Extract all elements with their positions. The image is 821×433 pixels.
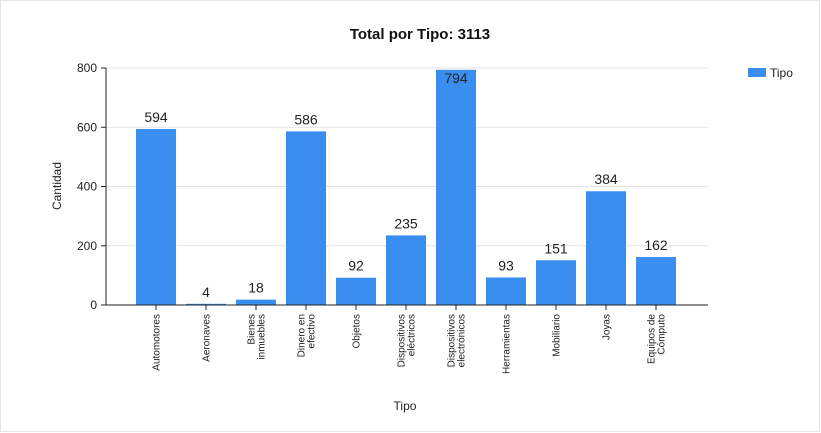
bar xyxy=(386,235,426,305)
category-label-line: Dinero en xyxy=(297,314,308,357)
x-tick-labels: Automotores Aeronaves Bienes inmuebles Diner… xyxy=(152,305,668,374)
category-label-line: Bienes xyxy=(247,314,258,345)
category-label-line: electrónicos xyxy=(457,314,468,367)
bar-value-label: 586 xyxy=(294,111,318,127)
category-label: Equipos de Cómputo xyxy=(647,314,668,364)
y-tick-label: 200 xyxy=(77,239,97,253)
category-label-line: Herramientas xyxy=(502,314,513,374)
category-label: Dispositivos electrónicos xyxy=(447,314,468,367)
bar xyxy=(486,277,526,305)
category-label-line: inmuebles xyxy=(257,314,268,360)
category-label-line: Mobiliario xyxy=(552,314,563,357)
bar xyxy=(436,69,476,305)
bar xyxy=(636,257,676,305)
bar xyxy=(536,260,576,305)
bar-value-label: 384 xyxy=(594,171,618,187)
legend-swatch xyxy=(748,68,766,77)
category-label: Mobiliario xyxy=(552,314,563,357)
category-label: Dinero en efectivo xyxy=(297,314,318,358)
y-tick-label: 0 xyxy=(90,298,97,312)
bar xyxy=(186,303,226,305)
category-label: Automotores xyxy=(152,314,163,371)
bar xyxy=(586,191,626,305)
category-label: Dispositivos eléctricos xyxy=(397,314,418,367)
category-label-line: Dispositivos xyxy=(397,314,408,367)
bar-value-label: 18 xyxy=(248,280,264,296)
bar-value-label: 93 xyxy=(498,257,514,273)
y-tick-label: 400 xyxy=(77,180,97,194)
bar-value-label: 92 xyxy=(348,258,364,274)
y-tick-label: 600 xyxy=(77,120,97,134)
bar xyxy=(236,299,276,305)
category-label-line: Joyas xyxy=(602,314,613,340)
category-label-line: Aeronaves xyxy=(202,314,213,362)
category-label-line: Equipos de xyxy=(647,314,658,364)
x-axis-label: Tipo xyxy=(394,399,417,413)
y-axis-label: Cantidad xyxy=(50,162,64,210)
category-label-line: Objetos xyxy=(352,314,363,348)
category-label-line: efectivo xyxy=(307,314,318,349)
y-tick-labels: 0 200 400 600 800 xyxy=(77,61,106,312)
bar-value-label: 794 xyxy=(444,70,468,86)
category-label-line: eléctricos xyxy=(407,314,418,356)
bar-value-label: 235 xyxy=(394,215,418,231)
category-label: Joyas xyxy=(602,314,613,340)
y-tick-label: 800 xyxy=(77,61,97,75)
legend-label: Tipo xyxy=(770,66,793,80)
legend: Tipo xyxy=(748,66,793,80)
category-label-line: Dispositivos xyxy=(447,314,458,367)
chart-title: Total por Tipo: 3113 xyxy=(350,26,490,43)
category-label: Aeronaves xyxy=(202,314,213,362)
bar xyxy=(286,131,326,305)
category-label: Bienes inmuebles xyxy=(247,314,268,360)
data-labels: 594 4 18 586 92 235 794 93 151 384 162 xyxy=(144,70,668,300)
category-label: Objetos xyxy=(352,314,363,348)
bar xyxy=(336,277,376,305)
bar-value-label: 151 xyxy=(544,240,568,256)
bar-value-label: 594 xyxy=(144,109,168,125)
bar-value-label: 162 xyxy=(644,237,668,253)
bars xyxy=(136,69,676,305)
category-label-line: Cómputo xyxy=(657,314,668,355)
category-label: Herramientas xyxy=(502,314,513,374)
bar-value-label: 4 xyxy=(202,284,210,300)
bar xyxy=(136,129,176,305)
category-label-line: Automotores xyxy=(152,314,163,371)
